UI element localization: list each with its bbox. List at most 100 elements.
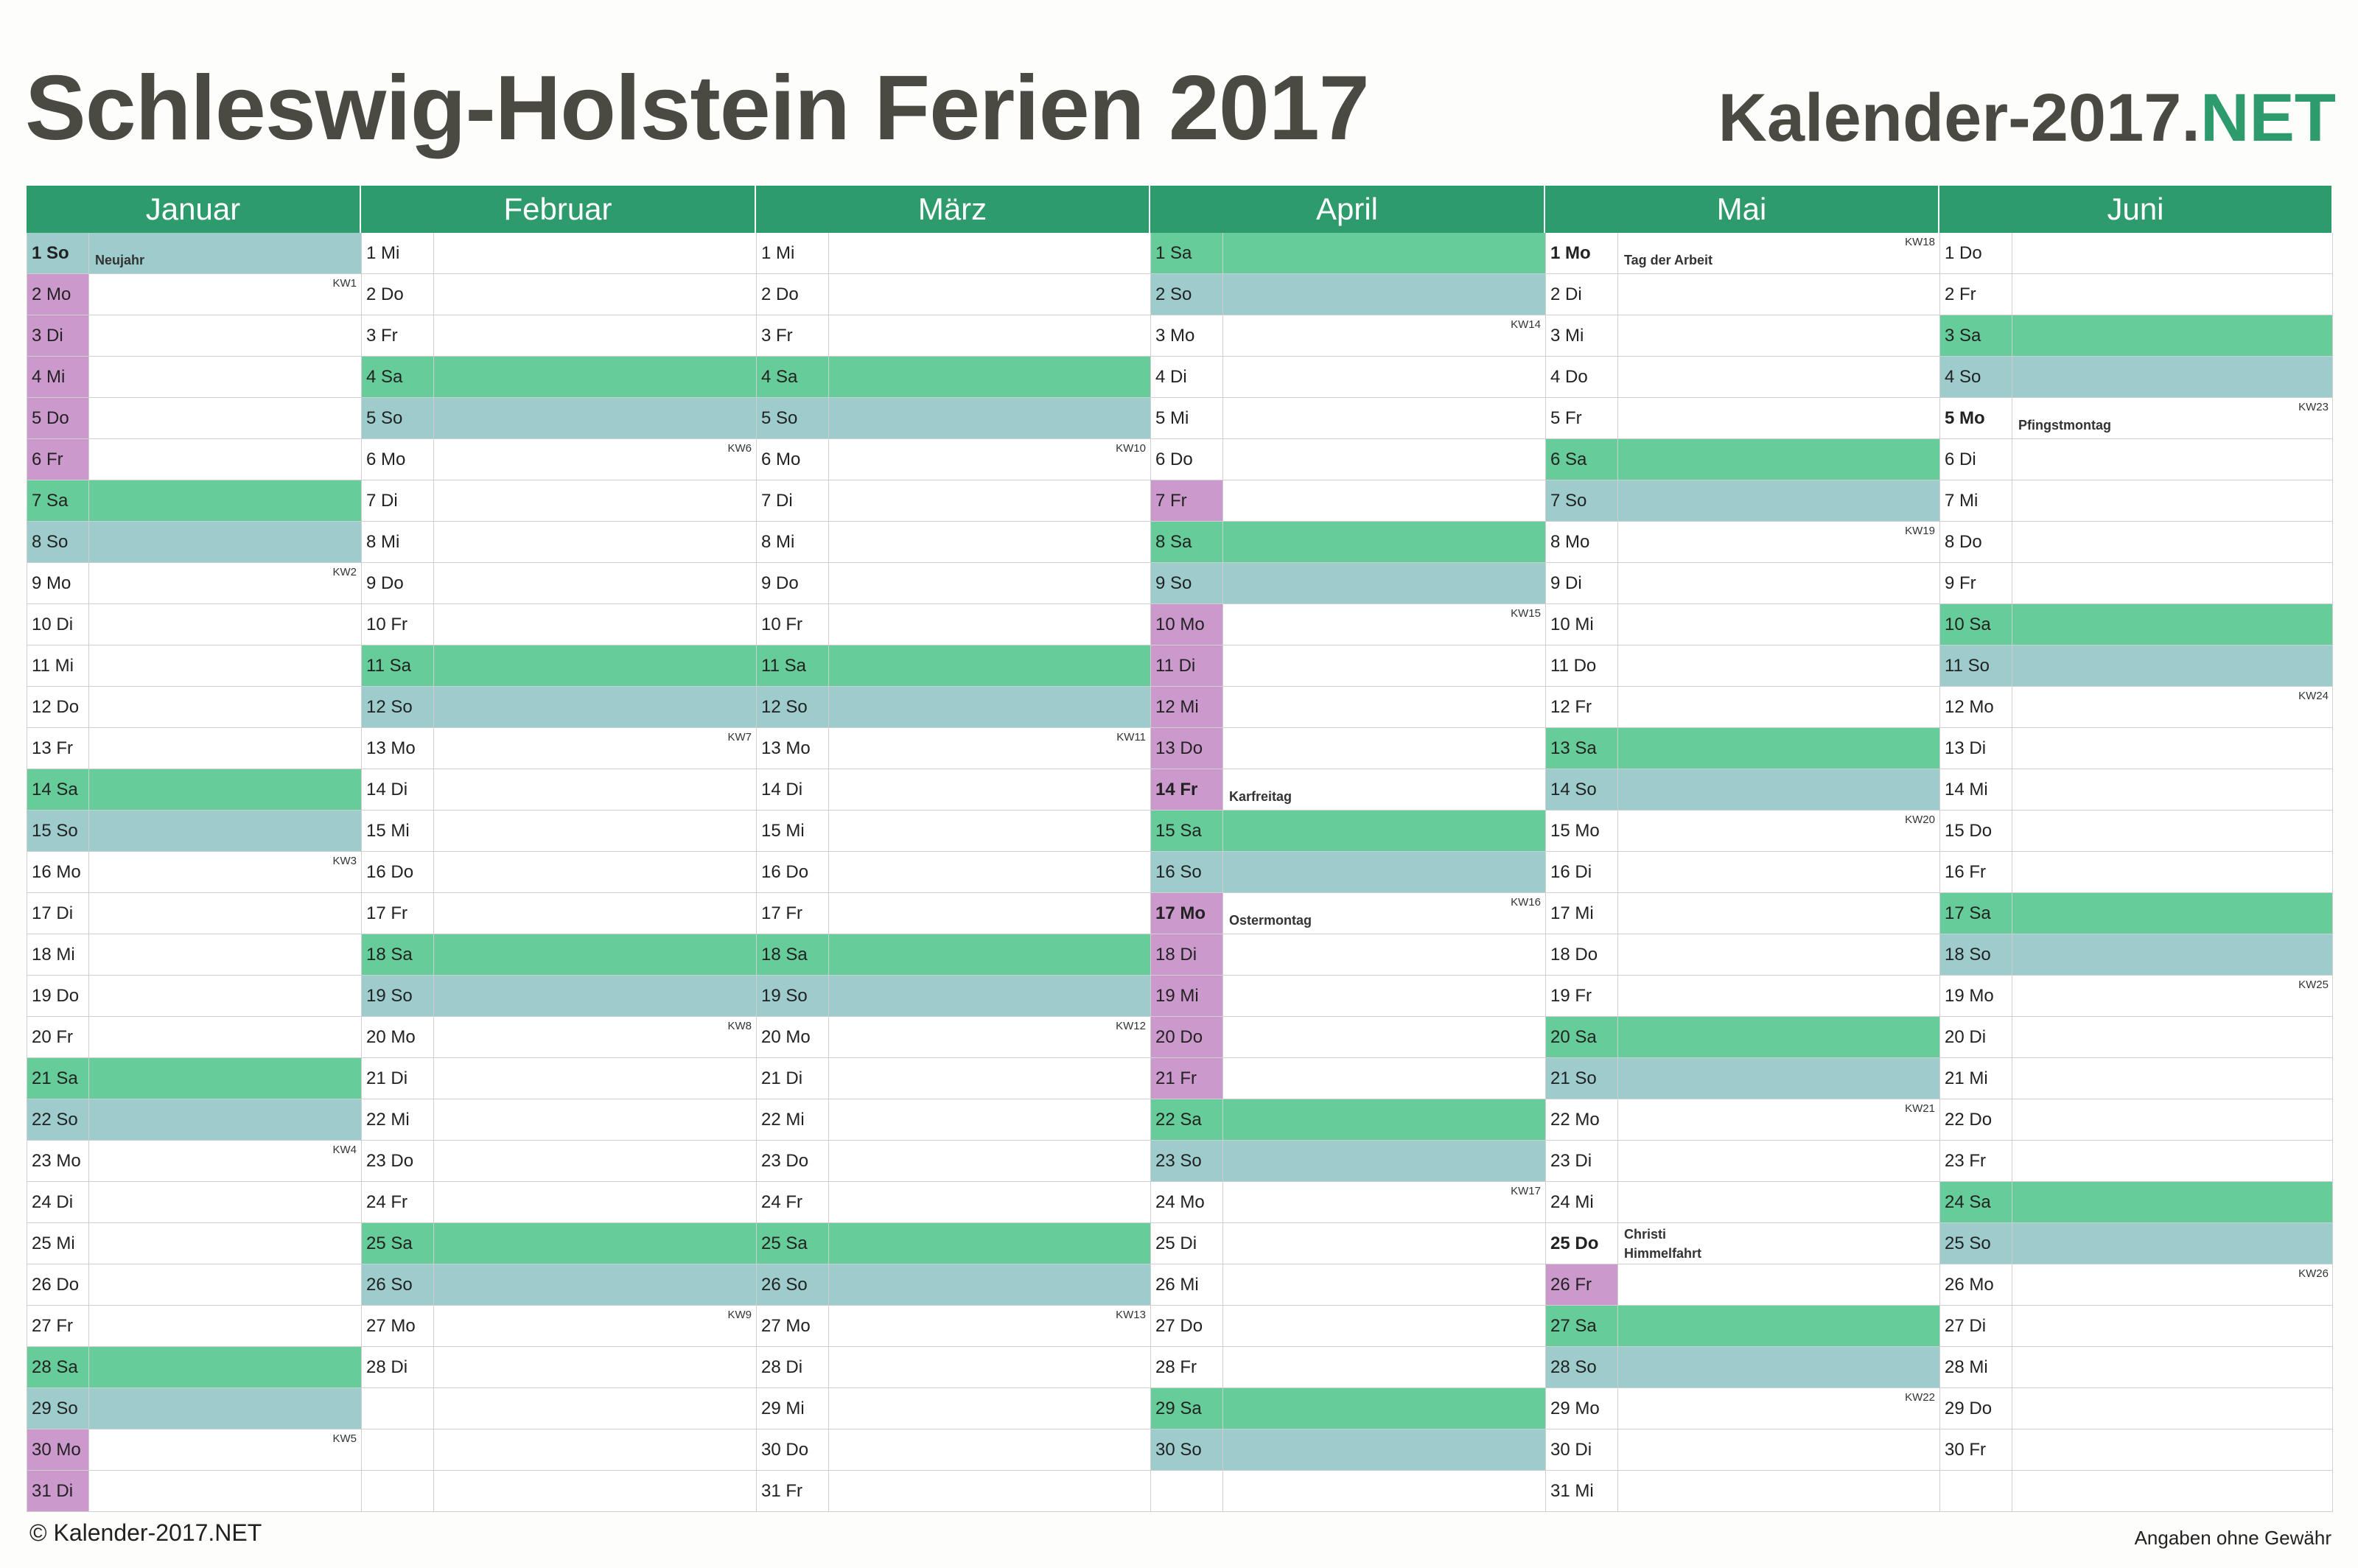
day-date-cell: 26 So <box>361 1264 433 1306</box>
day-date-cell: 23 Fr <box>1939 1141 2012 1182</box>
day-note-cell <box>2012 645 2333 687</box>
day-date-cell: 3 Fr <box>361 315 433 357</box>
day-note-cell <box>2012 1141 2333 1182</box>
day-note-cell <box>828 480 1150 522</box>
day-note-cell <box>828 1141 1150 1182</box>
day-date-cell: 24 Mi <box>1545 1182 1617 1223</box>
day-date-cell: 13 Mo <box>361 728 433 769</box>
day-date-cell: 13 Mo <box>756 728 828 769</box>
week-number: KW12 <box>1116 1020 1146 1032</box>
day-note-cell <box>1617 893 1939 934</box>
day-date-cell: 4 So <box>1939 357 2012 398</box>
day-date-cell: 8 Mo <box>1545 522 1617 563</box>
day-date-cell: 29 Mo <box>1545 1388 1617 1429</box>
day-date-cell: 1 Mi <box>756 233 828 274</box>
day-note-cell <box>88 687 361 728</box>
week-number: KW13 <box>1116 1309 1146 1321</box>
day-date-cell: 20 Fr <box>27 1017 88 1058</box>
day-note-cell: Karfreitag <box>1222 769 1545 811</box>
day-date-cell: 9 So <box>1150 563 1222 604</box>
day-note-cell <box>2012 357 2333 398</box>
day-note-cell: KW19 <box>1617 522 1939 563</box>
day-note-cell: KW18 Tag der Arbeit <box>1617 233 1939 274</box>
day-date-cell: 6 Mo <box>361 439 433 480</box>
week-number: KW15 <box>1511 607 1541 620</box>
day-date-cell: 6 Fr <box>27 439 88 480</box>
day-date-cell: 22 Mo <box>1545 1099 1617 1141</box>
day-date-cell: 5 So <box>756 398 828 439</box>
day-note-cell <box>88 604 361 645</box>
day-date-cell <box>361 1429 433 1471</box>
day-date-cell: 16 Mo <box>27 852 88 893</box>
month-header-1: Februar <box>361 186 756 233</box>
day-date-cell: 12 Fr <box>1545 687 1617 728</box>
day-date-cell: 8 Do <box>1939 522 2012 563</box>
holiday-name: Neujahr <box>95 253 145 267</box>
day-note-cell <box>433 1223 756 1264</box>
day-note-cell: KW11 <box>828 728 1150 769</box>
day-date-cell: 25 Sa <box>361 1223 433 1264</box>
day-note-cell <box>88 1017 361 1058</box>
month-header-2: März <box>756 186 1150 233</box>
day-date-cell: 24 Di <box>27 1182 88 1223</box>
day-note-cell <box>1222 563 1545 604</box>
day-note-cell: KW25 <box>2012 976 2333 1017</box>
week-number: KW25 <box>2298 979 2329 991</box>
day-note-cell <box>1222 728 1545 769</box>
day-note-cell <box>433 934 756 976</box>
day-date-cell: 4 Do <box>1545 357 1617 398</box>
day-note-cell <box>2012 728 2333 769</box>
day-note-cell <box>433 522 756 563</box>
day-note-cell <box>2012 1223 2333 1264</box>
week-number: KW10 <box>1116 442 1146 455</box>
day-date-cell: 12 Mi <box>1150 687 1222 728</box>
day-date-cell: 3 Mo <box>1150 315 1222 357</box>
day-note-cell: KW9 <box>433 1306 756 1347</box>
day-date-cell: 7 Sa <box>27 480 88 522</box>
day-date-cell: 4 Mi <box>27 357 88 398</box>
day-note-cell <box>828 274 1150 315</box>
holiday-name: Pfingstmontag <box>2018 418 2111 433</box>
day-note-cell <box>2012 893 2333 934</box>
day-date-cell: 7 Di <box>756 480 828 522</box>
month-header-5: Juni <box>1939 186 2333 233</box>
day-note-cell <box>1222 687 1545 728</box>
day-date-cell: 17 Fr <box>361 893 433 934</box>
day-date-cell: 22 Do <box>1939 1099 2012 1141</box>
day-date-cell: 27 Mo <box>361 1306 433 1347</box>
day-note-cell: KW2 <box>88 563 361 604</box>
day-note-cell <box>433 398 756 439</box>
day-date-cell: 25 Sa <box>756 1223 828 1264</box>
day-note-cell <box>828 563 1150 604</box>
day-date-cell: 19 So <box>756 976 828 1017</box>
day-note-cell <box>1617 1429 1939 1471</box>
day-note-cell <box>433 1471 756 1512</box>
day-date-cell: 1 Mo <box>1545 233 1617 274</box>
day-date-cell: 17 Mi <box>1545 893 1617 934</box>
day-note-cell <box>2012 1347 2333 1388</box>
day-note-cell <box>1617 1017 1939 1058</box>
day-note-cell <box>88 315 361 357</box>
week-number: KW6 <box>727 442 752 455</box>
day-note-cell <box>433 1099 756 1141</box>
day-date-cell: 9 Di <box>1545 563 1617 604</box>
day-note-cell <box>1222 1058 1545 1099</box>
day-date-cell: 26 Mo <box>1939 1264 2012 1306</box>
day-note-cell <box>433 852 756 893</box>
day-date-cell: 17 Sa <box>1939 893 2012 934</box>
week-number: KW22 <box>1905 1391 1935 1404</box>
day-note-cell <box>2012 480 2333 522</box>
day-date-cell: 26 Do <box>27 1264 88 1306</box>
day-note-cell <box>1617 398 1939 439</box>
day-date-cell: 7 So <box>1545 480 1617 522</box>
day-note-cell <box>2012 811 2333 852</box>
day-date-cell: 27 Di <box>1939 1306 2012 1347</box>
day-date-cell: 10 Fr <box>361 604 433 645</box>
day-date-cell: 17 Di <box>27 893 88 934</box>
day-date-cell: 4 Di <box>1150 357 1222 398</box>
month-header-0: Januar <box>27 186 361 233</box>
day-note-cell <box>1617 1058 1939 1099</box>
day-note-cell <box>433 893 756 934</box>
day-date-cell: 15 Mi <box>756 811 828 852</box>
day-date-cell: 18 Sa <box>756 934 828 976</box>
